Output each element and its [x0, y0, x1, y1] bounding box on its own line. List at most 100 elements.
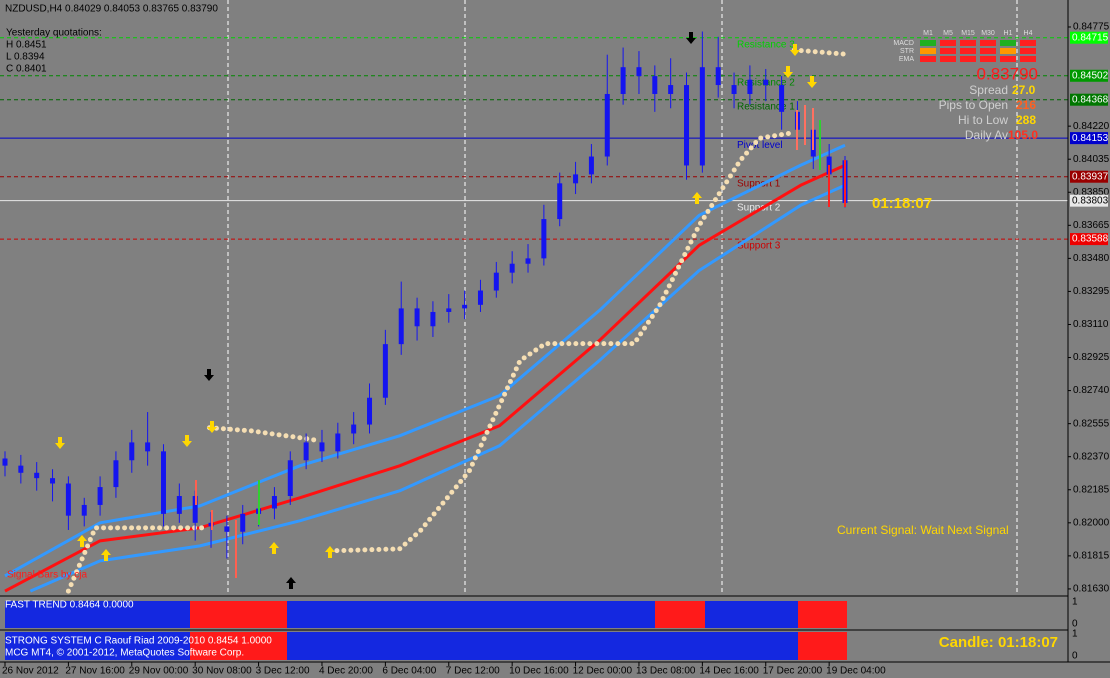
- candle-body: [398, 308, 404, 345]
- quotes-heading: Yesterday quotations:: [6, 28, 102, 39]
- y-tick-label: 0.82555: [1073, 418, 1110, 429]
- x-tick-label: 7 Dec 12:00: [446, 666, 500, 677]
- daily-label: Daily Av: [965, 128, 1008, 142]
- y-tick-label: 0.83110: [1073, 319, 1109, 330]
- price-box: [1070, 132, 1108, 145]
- signal-cell: [920, 56, 936, 62]
- y-tick-label: 0.84775: [1073, 22, 1110, 33]
- candle-body: [430, 311, 436, 327]
- signal-cell: [940, 40, 956, 46]
- price-box: [1070, 194, 1108, 207]
- candle-body: [65, 483, 71, 516]
- candle-body: [620, 67, 626, 94]
- signal-bars: [195, 105, 846, 578]
- moving-average: [4, 143, 846, 578]
- y-tick-label: 0.84220: [1073, 121, 1110, 132]
- daily-value: 105.0: [1008, 128, 1038, 142]
- trailing-stop: [206, 425, 323, 444]
- dashboard: 0.83790 Spread 27.0 Pips to Open 216 Hi …: [893, 30, 1038, 142]
- strong-system-title: STRONG SYSTEM C Raouf Riad 2009-2010 0.8…: [5, 636, 272, 647]
- candle-body: [160, 451, 166, 514]
- spread-value: 27.0: [1012, 83, 1036, 97]
- range-label: Hi to Low: [958, 113, 1008, 127]
- current-signal: Current Signal: Wait Next Signal: [837, 523, 1009, 537]
- signal-cell: [920, 40, 936, 46]
- timeframe-label: M5: [943, 30, 953, 37]
- pips-label: Pips to Open: [939, 98, 1008, 112]
- signal-cell: [960, 48, 976, 54]
- candle-body: [477, 290, 483, 305]
- y-tick-label: 0.82185: [1073, 484, 1110, 495]
- candle-body: [525, 258, 531, 264]
- price-box: [1070, 69, 1108, 82]
- signal-cell: [1020, 40, 1036, 46]
- candle-timer: Candle: 01:18:07: [939, 634, 1058, 651]
- candle-body: [462, 304, 468, 309]
- timeframe-label: M1: [923, 30, 933, 37]
- candle-body: [414, 308, 420, 327]
- signal-cell: [940, 48, 956, 54]
- candle-body: [319, 442, 325, 452]
- y-tick-label: 0.84035: [1073, 154, 1110, 165]
- candle-body: [731, 85, 737, 94]
- candle-body: [303, 442, 309, 461]
- candle-body: [763, 79, 769, 86]
- signal-cell: [1020, 48, 1036, 54]
- signal-cell: [960, 40, 976, 46]
- candle-body: [382, 344, 388, 398]
- trailing-stop: [65, 525, 208, 594]
- x-tick-label: 14 Dec 16:00: [699, 666, 759, 677]
- candle-body: [446, 308, 452, 312]
- candle-body: [779, 85, 785, 112]
- symbol-header: NZDUSD,H4 0.84029 0.84053 0.83765 0.8379…: [5, 4, 218, 15]
- moving-average: [4, 163, 846, 593]
- quote-low: L 0.8394: [6, 52, 45, 63]
- y-tick-label: 0.82370: [1073, 451, 1110, 462]
- strong-system-histogram: [5, 632, 847, 660]
- fast-trend-histogram: [5, 601, 847, 628]
- timeframe-label: M30: [981, 30, 995, 37]
- level-label: Resistance 3: [737, 39, 795, 50]
- indicator-label: MACD: [893, 40, 914, 47]
- candle-body: [557, 183, 563, 220]
- indicator-label: STR: [900, 48, 914, 55]
- pips-value: 216: [1016, 98, 1036, 112]
- price-box: [1070, 93, 1108, 106]
- trailing-stop: [791, 47, 848, 57]
- candle-body: [541, 219, 547, 259]
- candle-body: [351, 424, 357, 434]
- candle-body: [145, 442, 151, 452]
- strong-system-bottom: 0: [1072, 651, 1078, 662]
- candle-body: [97, 487, 103, 505]
- candle-body: [81, 504, 87, 516]
- timeframe-label: H1: [1004, 30, 1013, 37]
- candle-body: [129, 442, 135, 461]
- y-tick-label: 0.83850: [1073, 187, 1110, 198]
- price-box-label: 0.84502: [1072, 70, 1109, 81]
- candle-body: [604, 93, 610, 157]
- range-value: 288: [1016, 113, 1036, 127]
- candle-body: [224, 526, 230, 532]
- fast-trend-title: FAST TREND 0.8464 0.0000: [5, 600, 134, 611]
- candle-body: [271, 496, 277, 509]
- level-label: Support 3: [737, 241, 781, 252]
- x-tick-label: 4 Dec 20:00: [319, 666, 373, 677]
- x-tick-label: 30 Nov 08:00: [192, 666, 252, 677]
- candle-body: [509, 263, 515, 273]
- candle-body: [636, 67, 642, 77]
- candle-body: [367, 397, 373, 425]
- candle-body: [192, 496, 198, 523]
- countdown: 01:18:07: [872, 195, 932, 212]
- level-label: Pivot level: [737, 140, 783, 151]
- candle-body: [287, 460, 293, 497]
- x-tick-label: 26 Nov 2012: [2, 666, 59, 677]
- candle-body: [699, 67, 705, 166]
- y-tick-label: 0.82000: [1073, 517, 1110, 528]
- x-tick-label: 17 Dec 20:00: [763, 666, 823, 677]
- signal-cell: [1000, 48, 1016, 54]
- level-label: Support 2: [737, 202, 781, 213]
